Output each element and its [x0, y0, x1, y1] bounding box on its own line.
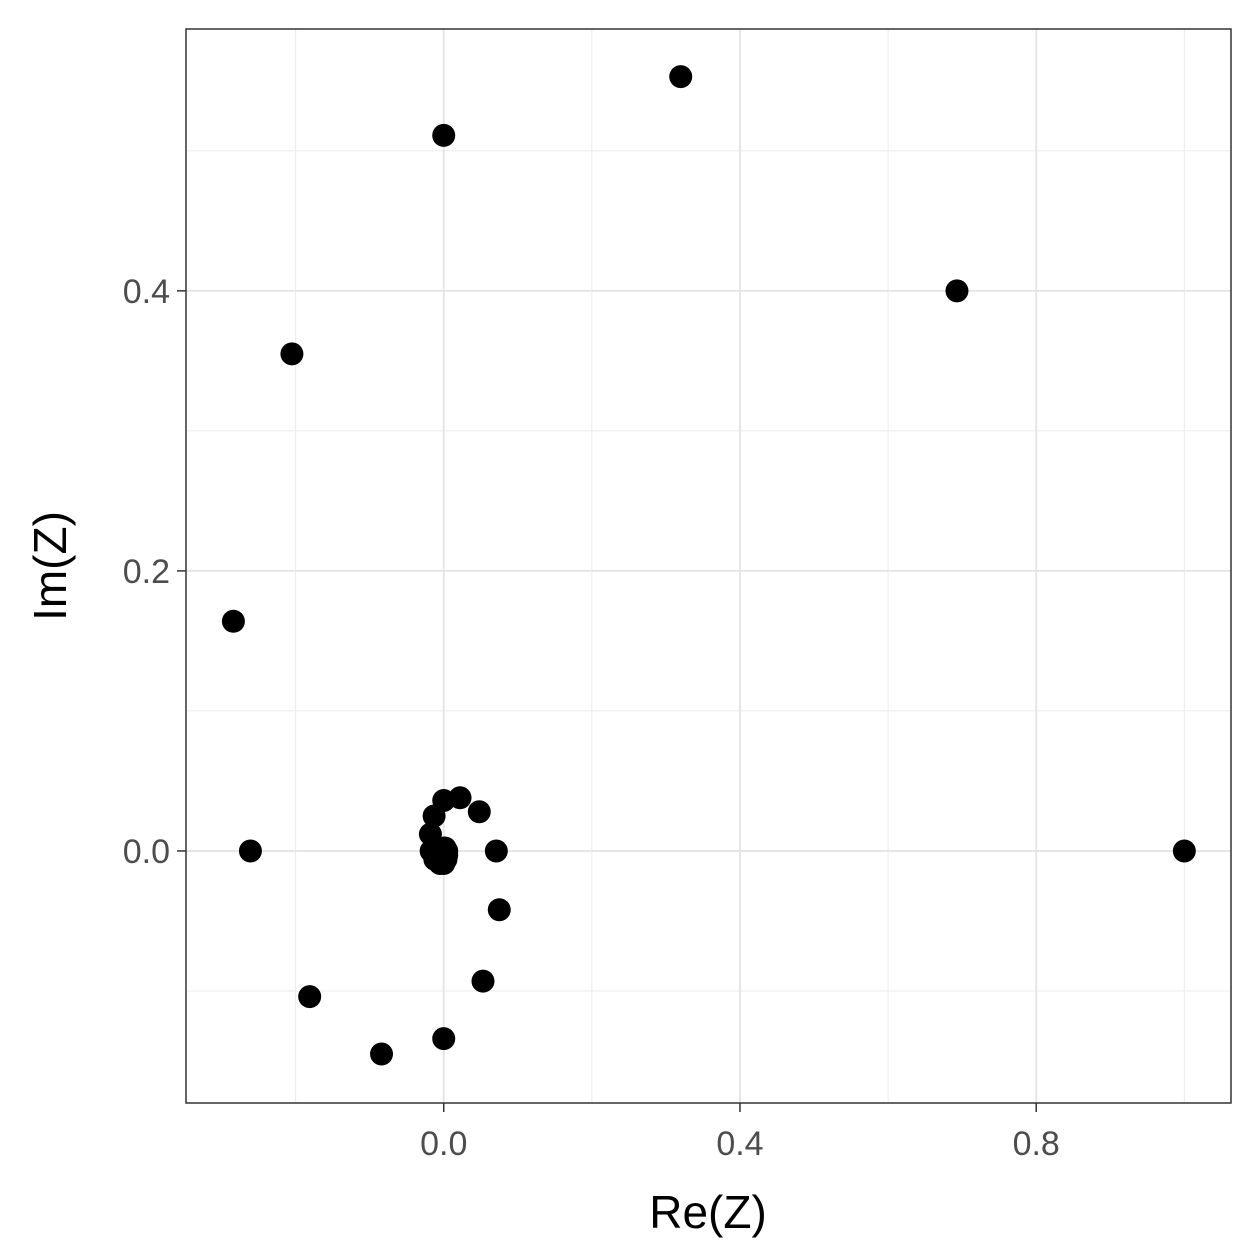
major-gridlines — [186, 29, 1231, 1103]
data-point — [484, 839, 508, 863]
y-tick-label: 0.4 — [123, 273, 170, 311]
data-point — [487, 898, 511, 922]
data-point — [432, 123, 456, 147]
minor-gridlines — [186, 29, 1231, 1103]
data-point — [432, 836, 456, 860]
x-tick-label: 0.8 — [1013, 1125, 1060, 1163]
data-point — [221, 609, 245, 633]
x-axis-ticks: 0.0 0.4 0.8 — [420, 1103, 1060, 1163]
y-tick-label: 0.2 — [123, 553, 170, 591]
data-point — [669, 65, 693, 89]
x-tick-label: 0.0 — [420, 1125, 467, 1163]
data-point — [298, 985, 322, 1009]
y-axis-title: Im(Z) — [24, 511, 76, 621]
y-tick-label: 0.0 — [123, 833, 170, 871]
y-axis-ticks: 0.0 0.2 0.4 — [123, 273, 186, 871]
data-point — [370, 1042, 394, 1066]
data-point — [422, 804, 446, 828]
data-point — [1172, 839, 1196, 863]
plot-border — [185, 28, 1232, 1104]
x-axis-title: Re(Z) — [649, 1186, 767, 1238]
x-tick-label: 0.4 — [716, 1125, 763, 1163]
data-point — [280, 342, 304, 366]
data-point — [471, 969, 495, 993]
data-points — [221, 65, 1196, 1066]
data-point — [467, 800, 491, 824]
data-point — [238, 839, 262, 863]
data-point — [945, 279, 969, 303]
plot-panel — [186, 29, 1231, 1103]
data-point — [432, 1027, 456, 1051]
